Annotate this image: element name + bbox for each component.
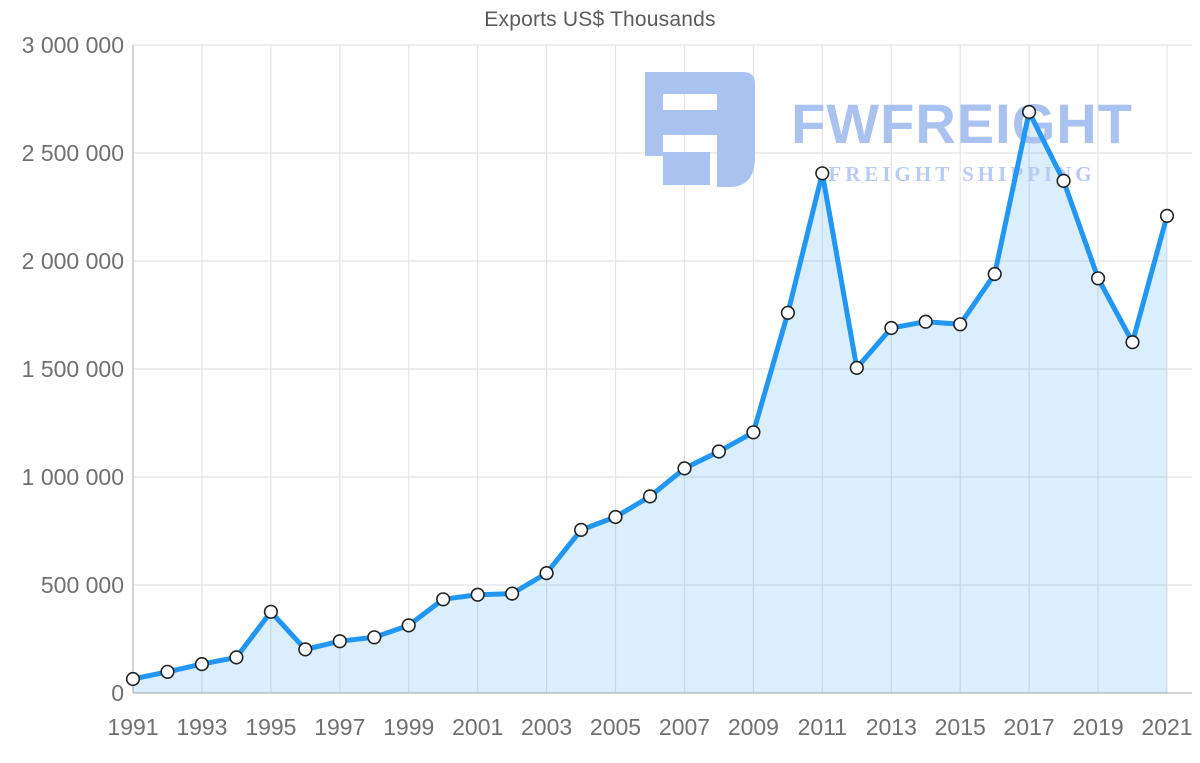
data-point-2000[interactable] — [436, 592, 451, 607]
x-tick-label: 2017 — [1004, 714, 1055, 740]
y-tick-label: 1 000 000 — [22, 464, 124, 490]
data-point-2015[interactable] — [953, 317, 968, 332]
data-point-2012[interactable] — [849, 360, 864, 376]
data-point-1995[interactable] — [263, 604, 279, 619]
data-point-2010[interactable] — [780, 305, 796, 320]
data-point-1991[interactable] — [125, 671, 141, 687]
y-tick-label: 3 000 000 — [22, 32, 124, 58]
data-point-2002[interactable] — [504, 586, 520, 601]
data-point-2018[interactable] — [1056, 173, 1071, 188]
x-tick-label: 2005 — [590, 714, 641, 740]
data-point-2014[interactable] — [918, 314, 933, 329]
data-point-2021[interactable] — [1159, 208, 1175, 223]
data-point-2020[interactable] — [1125, 335, 1140, 350]
x-tick-label: 1995 — [245, 714, 296, 740]
x-tick-label: 1991 — [107, 714, 158, 740]
area-layer — [133, 112, 1167, 693]
y-axis-labels: 0 500 000 1 000 000 1 500 000 2 000 000 2 500… — [22, 32, 124, 706]
chart-title: Exports US$ Thousands — [484, 8, 716, 31]
x-tick-label: 2001 — [452, 714, 503, 740]
x-tick-label: 2019 — [1073, 714, 1124, 740]
x-axis-labels: 1991 1993 1995 1997 1999 2001 2003 2005 2007 2009… — [107, 714, 1192, 740]
y-tick-label: 500 000 — [41, 572, 124, 598]
data-point-2001[interactable] — [470, 587, 485, 602]
watermark: FWFREIGHT FREIGHT SHIPPING — [645, 72, 1133, 187]
x-tick-label: 2011 — [798, 714, 847, 740]
data-point-2006[interactable] — [642, 489, 658, 504]
data-point-2003[interactable] — [539, 565, 554, 581]
data-point-2011[interactable] — [815, 166, 830, 181]
fwfreight-logo-icon — [645, 72, 755, 187]
x-tick-label: 2003 — [521, 714, 572, 740]
area-fill — [133, 112, 1167, 693]
data-point-1996[interactable] — [298, 642, 313, 657]
data-point-1997[interactable] — [332, 634, 347, 649]
y-tick-label: 0 — [111, 680, 124, 706]
data-point-2019[interactable] — [1090, 271, 1106, 286]
x-tick-label: 2013 — [866, 714, 917, 740]
x-tick-label: 1993 — [176, 714, 227, 740]
y-tick-label: 1 500 000 — [22, 356, 124, 382]
data-point-2013[interactable] — [884, 320, 899, 336]
watermark-title: FWFREIGHT — [791, 92, 1133, 155]
data-point-1993[interactable] — [194, 656, 209, 672]
data-point-2009[interactable] — [746, 425, 761, 440]
data-point-1998[interactable] — [367, 630, 382, 645]
gridlines — [132, 44, 1192, 694]
data-point-1992[interactable] — [160, 664, 175, 679]
data-point-2017[interactable] — [1021, 104, 1037, 120]
data-point-1999[interactable] — [401, 618, 416, 633]
y-tick-label: 2 000 000 — [22, 248, 124, 274]
x-tick-label: 1997 — [314, 714, 365, 740]
x-tick-label: 2015 — [935, 714, 986, 740]
data-point-2004[interactable] — [573, 522, 589, 538]
data-point-2005[interactable] — [608, 509, 623, 525]
x-tick-label: 1999 — [383, 714, 434, 740]
data-point-2008[interactable] — [711, 444, 727, 459]
x-tick-label: 2021 — [1141, 714, 1192, 740]
y-tick-label: 2 500 000 — [22, 140, 124, 166]
data-points-layer — [125, 104, 1175, 687]
watermark-subtitle: FREIGHT SHIPPING — [828, 162, 1095, 186]
x-tick-label: 2009 — [728, 714, 779, 740]
data-point-1994[interactable] — [229, 650, 244, 665]
data-point-2016[interactable] — [987, 266, 1002, 282]
x-tick-label: 2007 — [659, 714, 710, 740]
data-point-2007[interactable] — [677, 461, 692, 476]
